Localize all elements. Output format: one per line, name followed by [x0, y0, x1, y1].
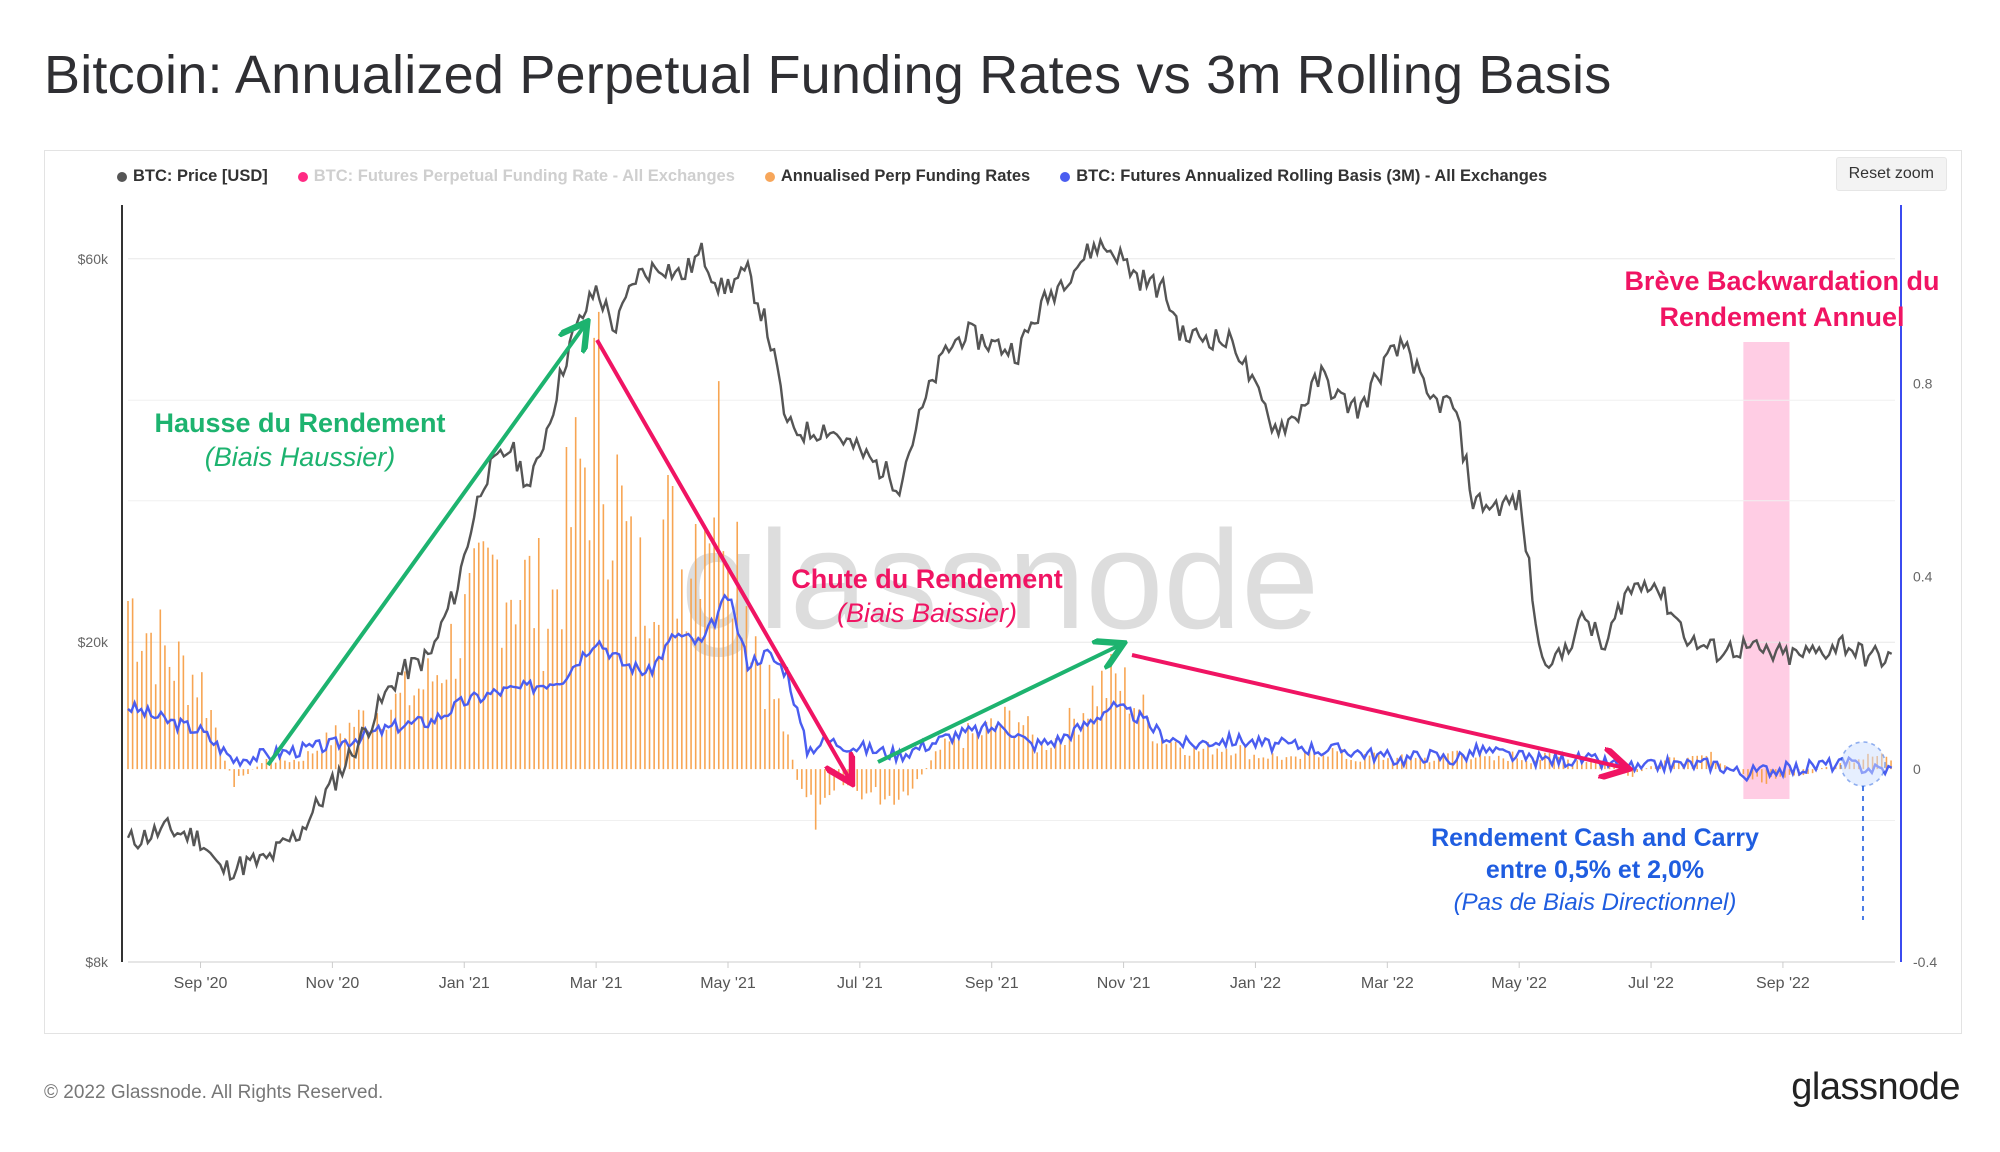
y-right-tick-label: 0.8 [1913, 375, 1933, 391]
legend-item-rolling-basis[interactable]: BTC: Futures Annualized Rolling Basis (3… [1060, 167, 1547, 186]
legend-dot-icon [117, 171, 127, 182]
chart-legend: BTC: Price [USD] BTC: Futures Perpetual … [117, 167, 1547, 186]
reset-zoom-button[interactable]: Reset zoom [1835, 157, 1947, 191]
legend-dot-icon [297, 171, 308, 182]
annotation-chute-subtitle: (Biais Baissier) [837, 598, 1017, 628]
x-tick-label: Jul '21 [837, 975, 883, 992]
x-tick-label: Mar '22 [1361, 975, 1414, 992]
watermark: glassnode [681, 501, 1319, 658]
legend-dot-icon [764, 171, 775, 182]
x-tick-label: Sep '20 [174, 975, 228, 992]
x-tick-label: Jul '22 [1628, 975, 1674, 992]
legend-label: BTC: Futures Perpetual Funding Rate - Al… [313, 167, 735, 185]
legend-dot-icon [1060, 171, 1071, 182]
y-right-tick-label: 0.4 [1913, 568, 1933, 584]
annotation-chute-title: Chute du Rendement [791, 564, 1063, 594]
chart-container: BTC: Price [USD] BTC: Futures Perpetual … [44, 150, 1962, 1034]
annotation-cash-line1: Rendement Cash and Carry [1431, 824, 1759, 852]
legend-item-price[interactable]: BTC: Price [USD] [117, 167, 268, 186]
x-tick-label: Sep '21 [965, 975, 1019, 992]
footer-copyright: © 2022 Glassnode. All Rights Reserved. [44, 1082, 384, 1103]
annotation-backwardation-line2: Rendement Annuel [1659, 302, 1904, 332]
legend-label: BTC: Futures Annualized Rolling Basis (3… [1076, 167, 1548, 185]
backwardation-band [1743, 342, 1790, 799]
annotation-backwardation-line1: Brève Backwardation du [1624, 266, 1939, 296]
arrow-rebound [877, 645, 1120, 764]
y-left-tick-label: $8k [85, 954, 109, 970]
arrow-hausse [266, 325, 585, 767]
x-tick-label: May '22 [1491, 975, 1547, 992]
basis-line [127, 593, 1893, 783]
page-title: Bitcoin: Annualized Perpetual Funding Ra… [44, 45, 1612, 105]
annotation-cash-subtitle: (Pas de Biais Directionnel) [1454, 889, 1737, 916]
x-tick-label: Jan '22 [1230, 975, 1281, 992]
annotation-cash-line2: entre 0,5% et 2,0% [1486, 856, 1704, 884]
footer-logo: glassnode [1791, 1066, 1960, 1108]
x-tick-label: Nov '20 [306, 975, 360, 992]
annotation-hausse-title: Hausse du Rendement [154, 408, 445, 438]
cash-carry-marker [1840, 741, 1886, 787]
arrow-chute [595, 339, 850, 780]
arrow-decline [1131, 653, 1625, 768]
legend-label: Annualised Perp Funding Rates [780, 167, 1031, 185]
chart-svg: $8k $20k $60k -0.4 0 0.4 0.8 Sep '20 Nov '20 Jan … [78, 205, 1940, 992]
x-tick-label: Jan '21 [439, 975, 490, 992]
x-tick-label: May '21 [700, 975, 756, 992]
y-left-tick-label: $60k [78, 251, 109, 267]
x-tick-label: Sep '22 [1756, 975, 1810, 992]
price-line [126, 236, 1893, 882]
legend-item-funding-rate[interactable]: BTC: Futures Perpetual Funding Rate - Al… [297, 167, 735, 186]
funding-bars [127, 311, 1892, 830]
y-left-tick-label: $20k [78, 634, 109, 650]
y-right-tick-label: -0.4 [1913, 954, 1937, 970]
x-tick-label: Nov '21 [1097, 975, 1151, 992]
x-tick-label: Mar '21 [570, 975, 623, 992]
annotation-hausse-subtitle: (Biais Haussier) [205, 442, 396, 472]
y-right-tick-label: 0 [1913, 761, 1921, 777]
legend-item-annualised-funding[interactable]: Annualised Perp Funding Rates [764, 167, 1031, 186]
legend-label: BTC: Price [USD] [133, 167, 268, 185]
